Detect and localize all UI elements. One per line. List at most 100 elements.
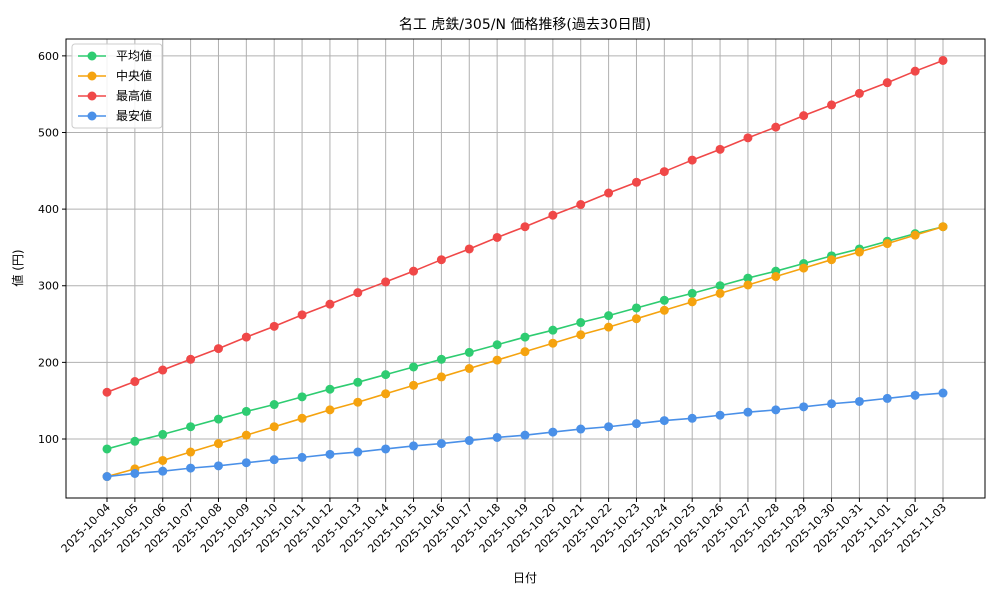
data-point	[492, 232, 502, 242]
data-point	[743, 280, 753, 290]
data-point	[158, 455, 168, 465]
data-point	[548, 338, 558, 348]
data-point	[548, 427, 558, 437]
data-point	[492, 432, 502, 442]
data-point	[687, 297, 697, 307]
data-point	[353, 447, 363, 457]
data-point	[882, 239, 892, 249]
data-point	[381, 389, 391, 399]
data-point	[269, 400, 279, 410]
legend-marker	[87, 51, 97, 61]
legend-item: 平均値	[78, 48, 152, 63]
data-point	[269, 455, 279, 465]
data-point	[213, 439, 223, 449]
data-point	[464, 244, 474, 254]
data-point	[604, 188, 614, 198]
series-2	[102, 55, 948, 397]
data-point	[743, 133, 753, 143]
data-point	[158, 429, 168, 439]
data-point	[799, 263, 809, 273]
data-point	[604, 322, 614, 332]
data-point	[827, 100, 837, 110]
legend-label: 最安値	[116, 108, 152, 123]
data-point	[576, 330, 586, 340]
series-1	[102, 222, 948, 482]
data-point	[631, 419, 641, 429]
data-point	[548, 325, 558, 335]
data-point	[130, 468, 140, 478]
x-axis-ticks: 2025-10-042025-10-052025-10-062025-10-07…	[59, 498, 949, 555]
data-point	[213, 414, 223, 424]
data-point	[631, 303, 641, 313]
data-point	[827, 399, 837, 409]
data-point	[659, 416, 669, 426]
data-point	[576, 318, 586, 328]
y-tick-label: 400	[38, 203, 59, 216]
series-3	[102, 388, 948, 482]
y-tick-label: 500	[38, 126, 59, 139]
data-point	[771, 405, 781, 415]
data-point	[409, 441, 419, 451]
data-point	[241, 406, 251, 416]
data-point	[520, 347, 530, 357]
x-axis-label: 日付	[513, 571, 537, 585]
data-point	[464, 347, 474, 357]
data-point	[659, 295, 669, 305]
data-point	[186, 354, 196, 364]
data-point	[715, 410, 725, 420]
data-point	[882, 78, 892, 88]
data-point	[102, 444, 112, 454]
data-point	[659, 167, 669, 177]
data-point	[548, 210, 558, 220]
data-point	[938, 388, 948, 398]
data-point	[297, 392, 307, 402]
data-point	[130, 377, 140, 387]
series-0	[102, 222, 948, 454]
y-axis-ticks: 100 200 300 400 500 600	[38, 50, 66, 446]
data-point	[325, 299, 335, 309]
y-tick-label: 300	[38, 280, 59, 293]
data-point	[910, 390, 920, 400]
data-point	[464, 363, 474, 373]
data-point	[604, 311, 614, 321]
data-point	[576, 424, 586, 434]
y-tick-label: 600	[38, 50, 59, 63]
data-point	[353, 377, 363, 387]
legend-item: 中央値	[78, 68, 152, 83]
data-point	[492, 355, 502, 365]
data-point	[213, 344, 223, 354]
data-point	[436, 354, 446, 364]
data-point	[213, 461, 223, 471]
data-point	[325, 384, 335, 394]
data-point	[241, 430, 251, 440]
data-point	[102, 387, 112, 397]
data-point	[409, 380, 419, 390]
y-tick-label: 200	[38, 356, 59, 369]
data-point	[464, 436, 474, 446]
legend-label: 最高値	[116, 88, 152, 103]
legend-item: 最高値	[78, 88, 152, 103]
legend-marker	[87, 111, 97, 121]
data-point	[827, 255, 837, 265]
data-point	[186, 447, 196, 457]
data-point	[325, 405, 335, 415]
data-point	[297, 452, 307, 462]
data-point	[186, 422, 196, 432]
data-point	[715, 288, 725, 298]
data-point	[297, 413, 307, 423]
y-axis-label: 値 (円)	[10, 249, 25, 286]
data-point	[241, 458, 251, 468]
data-point	[854, 88, 864, 98]
series-layer	[102, 55, 948, 482]
data-point	[381, 277, 391, 287]
data-point	[409, 266, 419, 276]
data-point	[604, 422, 614, 432]
y-tick-label: 100	[38, 433, 59, 446]
data-point	[102, 472, 112, 482]
data-point	[743, 273, 753, 283]
data-point	[715, 144, 725, 154]
data-point	[576, 200, 586, 210]
data-point	[353, 397, 363, 407]
